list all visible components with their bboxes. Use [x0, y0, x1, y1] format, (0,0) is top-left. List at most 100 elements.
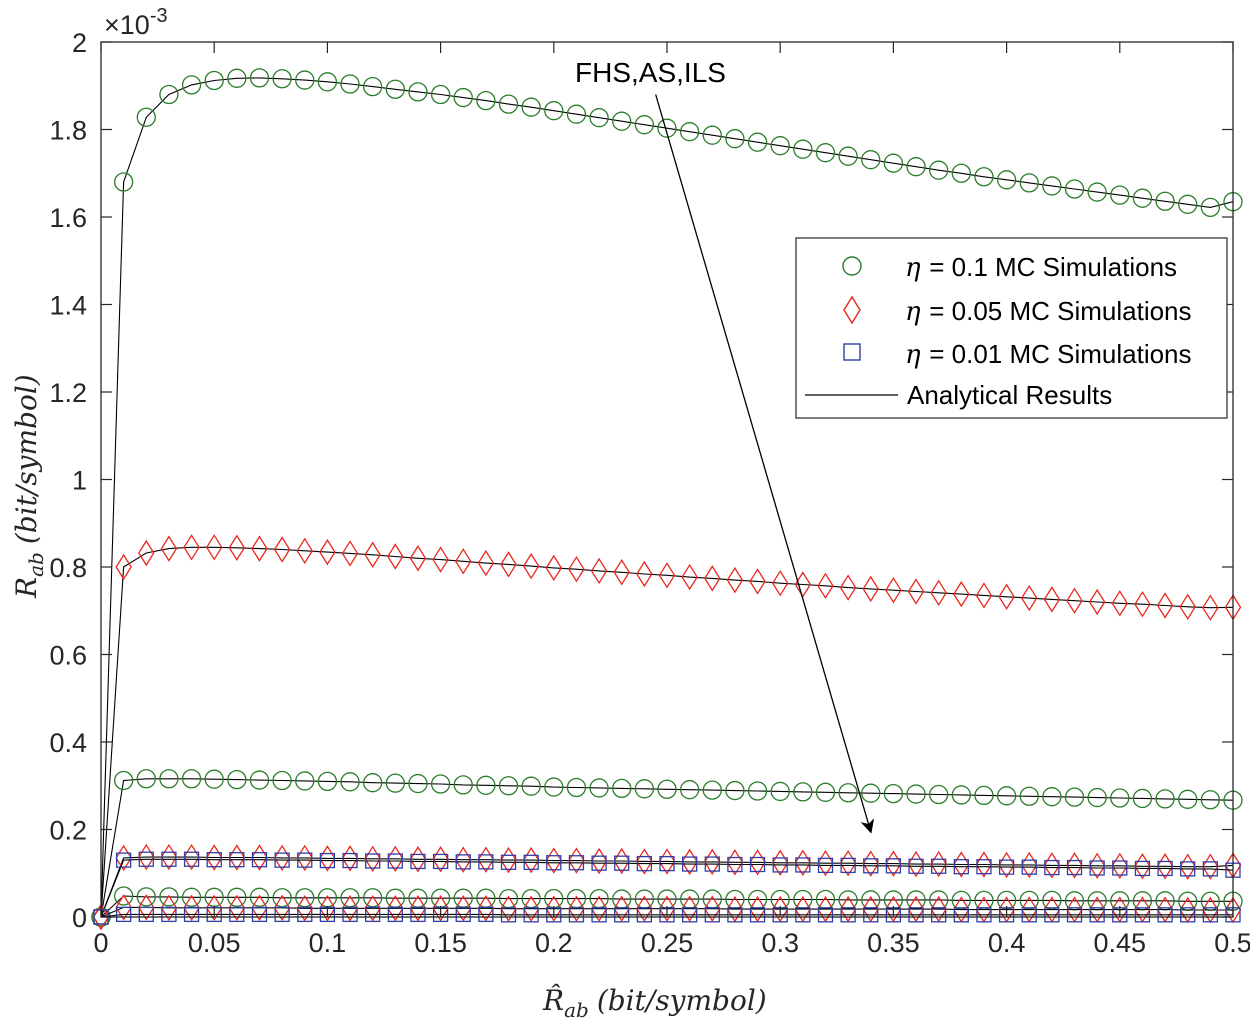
data-point-diamond — [205, 894, 223, 922]
annotation: FHS,AS,ILS — [575, 57, 875, 834]
y-tick-label: 1.4 — [49, 291, 87, 321]
data-point-square — [500, 907, 517, 923]
data-point-circle — [385, 773, 405, 793]
data-point-square — [432, 853, 449, 870]
data-point-diamond — [115, 894, 132, 921]
data-point-square — [297, 852, 313, 868]
data-point-square — [229, 906, 245, 923]
data-point-square — [659, 855, 675, 872]
data-point-diamond — [636, 560, 653, 588]
data-point-diamond — [545, 847, 563, 874]
data-point-diamond — [364, 895, 381, 922]
y-tick-label: 0.4 — [49, 728, 87, 758]
data-point-square — [1157, 860, 1173, 877]
data-point-circle — [227, 769, 247, 790]
data-point-diamond — [862, 850, 880, 877]
data-point-square — [840, 857, 856, 874]
data-point-diamond — [568, 847, 585, 874]
data-point-diamond — [998, 583, 1015, 610]
legend-marker-square — [843, 343, 861, 361]
data-point-diamond — [613, 559, 630, 586]
x-tick-label: 0.35 — [867, 928, 920, 958]
data-point-diamond — [749, 895, 766, 923]
data-point-diamond — [658, 895, 676, 922]
x-axis-subscript: ab — [564, 998, 589, 1022]
data-point-circle — [1178, 194, 1198, 214]
data-point-diamond — [160, 843, 178, 871]
data-point-circle — [634, 115, 655, 135]
x-tick-label: 0.2 — [535, 928, 573, 958]
data-point-diamond — [568, 895, 585, 922]
legend-eta-symbol: η — [905, 340, 921, 370]
annotation-label: FHS,AS,ILS — [575, 57, 726, 88]
data-point-circle — [498, 776, 519, 796]
data-point-diamond — [1043, 852, 1061, 879]
data-point-diamond — [1111, 590, 1129, 617]
data-point-diamond — [138, 843, 155, 871]
data-point-circle — [295, 771, 315, 791]
series — [91, 68, 1243, 927]
data-point-circle — [1042, 787, 1062, 807]
plot-background — [101, 42, 1233, 917]
data-point-circle — [974, 785, 994, 806]
data-point-circle — [679, 780, 700, 800]
data-point-diamond — [341, 540, 359, 567]
data-point-diamond — [681, 895, 698, 922]
data-point-circle — [861, 150, 881, 170]
data-point-diamond — [590, 895, 608, 922]
data-point-square — [953, 859, 969, 875]
data-point-diamond — [636, 848, 653, 875]
data-point-diamond — [930, 579, 947, 607]
data-point-diamond — [930, 895, 947, 923]
data-point-square — [636, 907, 653, 923]
data-point-square — [591, 907, 607, 923]
legend-entry-eta-0-05: η = 0.05 MC Simulations — [843, 295, 1192, 327]
data-point-square — [840, 907, 856, 923]
data-point-circle — [136, 107, 156, 127]
data-point-square — [976, 907, 992, 923]
data-point-circle — [747, 132, 768, 152]
data-point-diamond — [1156, 592, 1174, 619]
data-point-circle — [476, 90, 496, 111]
data-point-circle — [974, 167, 994, 187]
data-point-square — [251, 906, 268, 923]
data-point-circle — [521, 97, 541, 117]
data-point-circle — [747, 781, 768, 801]
data-point-diamond — [613, 895, 630, 922]
y-tick-label: 0.8 — [49, 553, 87, 583]
data-point-diamond — [138, 539, 155, 567]
data-point-circle — [227, 887, 247, 907]
data-point-diamond — [704, 895, 721, 922]
data-point-diamond — [817, 572, 834, 600]
data-point-square — [1089, 907, 1105, 923]
data-point-circle — [317, 72, 338, 92]
legend-label: = 0.1 MC Simulations — [922, 252, 1177, 282]
data-point-diamond — [251, 535, 268, 562]
data-point-square — [931, 907, 947, 923]
data-point-square — [115, 906, 132, 923]
data-point-circle — [815, 782, 836, 802]
x-axis-symbol: R̂ — [542, 984, 564, 1017]
data-point-square — [976, 859, 992, 875]
data-point-circle — [1064, 179, 1085, 199]
y-tick-label: 0.2 — [49, 816, 87, 846]
data-point-diamond — [228, 534, 246, 561]
data-point-square — [1021, 907, 1037, 923]
data-point-square — [1044, 907, 1060, 923]
y-tick-label: 1.8 — [49, 116, 87, 146]
data-point-circle — [272, 770, 292, 791]
y-tick-label: 1 — [72, 466, 87, 496]
data-point-circle — [612, 111, 632, 131]
data-point-square — [953, 907, 969, 923]
data-point-square — [772, 857, 788, 873]
data-point-circle — [476, 775, 496, 795]
annotation-arrow — [655, 94, 875, 834]
data-point-diamond — [907, 578, 925, 605]
data-point-diamond — [138, 894, 155, 921]
y-exponent: ×10-3 — [104, 5, 168, 40]
legend-eta-symbol: η — [905, 253, 921, 283]
data-point-square — [1089, 860, 1105, 876]
legend-label: = 0.05 MC Simulations — [922, 296, 1192, 326]
data-point-square — [817, 857, 834, 874]
